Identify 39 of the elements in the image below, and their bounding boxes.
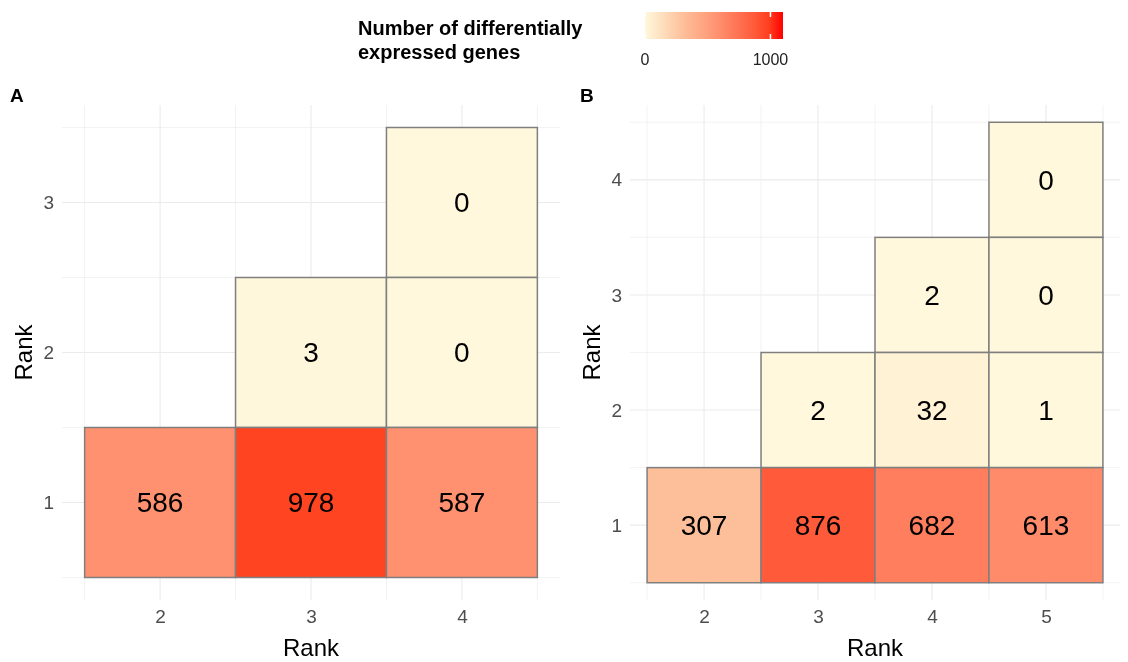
data-label: 586 (136, 487, 184, 519)
y-tick-label: 1 (611, 514, 622, 536)
data-label: 0 (454, 337, 470, 369)
data-label: 3 (303, 337, 319, 369)
data-label: 587 (438, 487, 486, 519)
x-axis-title: Rank (282, 634, 341, 661)
data-label: 0 (454, 187, 470, 219)
y-tick-label: 3 (611, 284, 622, 306)
x-tick-label: 4 (927, 606, 939, 628)
y-tick-label: 4 (611, 169, 623, 191)
chart-title: A (10, 85, 24, 106)
color-bar-title: Number of differentially expressed genes (358, 17, 584, 63)
chart-title: B (580, 85, 594, 106)
x-tick-label: 5 (1041, 606, 1052, 628)
data-label: 0 (1038, 279, 1054, 311)
data-label: 1 (1038, 394, 1054, 426)
color-bar-label: 0 (640, 51, 650, 68)
x-axis-title: Rank (846, 634, 905, 661)
data-label: 613 (1022, 509, 1070, 541)
data-label: 2 (924, 279, 940, 311)
y-tick-label: 2 (43, 342, 54, 364)
y-axis-title: Rank (578, 323, 605, 381)
data-label: 32 (916, 394, 948, 426)
y-tick-label: 3 (43, 192, 54, 214)
data-label: 2 (810, 394, 826, 426)
x-tick-label: 4 (457, 606, 469, 628)
y-tick-label: 2 (611, 399, 622, 421)
x-tick-label: 3 (306, 606, 317, 628)
data-label: 682 (908, 509, 956, 541)
y-tick-label: 1 (43, 492, 54, 514)
y-axis-title: Rank (10, 323, 37, 381)
data-label: 876 (794, 509, 842, 541)
x-tick-label: 2 (155, 606, 166, 628)
data-label: 978 (287, 487, 335, 519)
color-bar-label: 1000 (752, 51, 789, 68)
data-label: 307 (680, 509, 728, 541)
x-tick-label: 3 (813, 606, 824, 628)
x-tick-label: 2 (699, 606, 710, 628)
data-label: 0 (1038, 164, 1054, 196)
